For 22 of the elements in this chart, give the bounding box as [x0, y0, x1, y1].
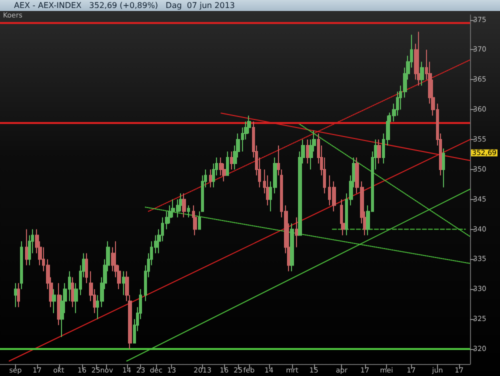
candlestick	[306, 139, 309, 164]
candlestick	[187, 204, 190, 218]
candlestick	[20, 240, 23, 290]
candlestick	[209, 168, 212, 188]
candlestick	[377, 139, 381, 164]
candlestick	[14, 282, 17, 308]
candlestick	[420, 61, 424, 86]
candlestick	[230, 150, 234, 170]
candlestick	[226, 150, 229, 176]
candlestick	[57, 282, 61, 326]
candlestick	[122, 270, 125, 296]
candlestick	[52, 288, 56, 314]
candlestick	[85, 252, 88, 284]
candlestick	[442, 148, 445, 188]
candlestick	[71, 276, 74, 308]
chart-title: AEX - AEX-INDEX 352,69 (+0,89%) Dag 07 jun 2013	[14, 1, 235, 10]
candlestick	[17, 282, 20, 308]
candlestick	[290, 222, 294, 272]
candlestick	[25, 228, 28, 266]
candlestick	[417, 31, 421, 86]
candlestick	[182, 192, 186, 218]
candlestick	[295, 216, 299, 248]
